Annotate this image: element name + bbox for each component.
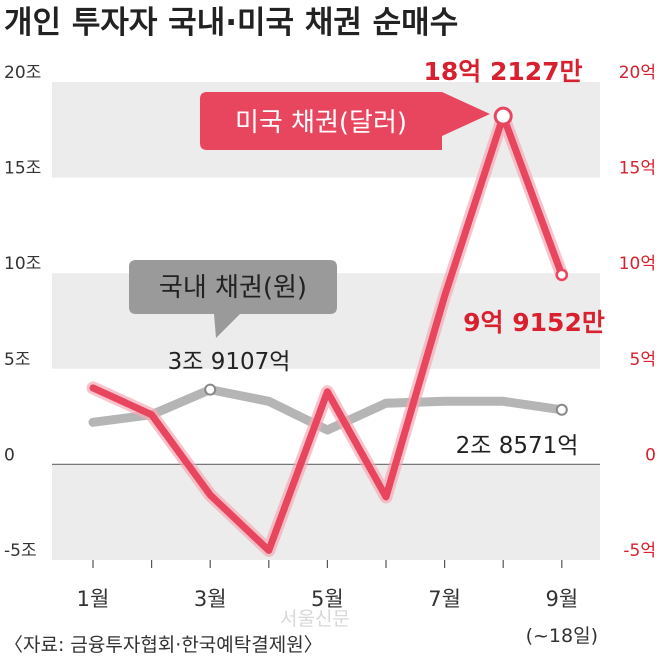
callouts: 18억 2127만 9억 9152만 3조 9107억 2조 8571억 미국 채권(달… xyxy=(129,57,605,459)
x-axis: 1월 3월 5월 7월 9월 (~18일) xyxy=(77,560,598,647)
right-tick-label: 15억 xyxy=(619,159,656,179)
left-tick-label: 20조 xyxy=(4,63,41,83)
point-us-aug xyxy=(493,106,513,126)
x-tick-label: 5월 xyxy=(311,587,344,611)
legend-label-domestic: 국내 채권(원) xyxy=(159,273,307,303)
source-note: 〈자료: 금융투자협회·한국예탁결제원〉 xyxy=(4,634,323,656)
left-axis: 20조 15조 10조 5조 0 -5조 xyxy=(4,63,41,561)
left-tick-label: 0 xyxy=(4,445,15,465)
right-tick-label: 20억 xyxy=(619,63,656,83)
x-tick-note: (~18일) xyxy=(526,625,598,647)
left-tick-label: 5조 xyxy=(4,350,30,370)
right-tick-label: 0 xyxy=(645,445,656,465)
left-tick-label: 15조 xyxy=(4,159,41,179)
left-tick-label: 10조 xyxy=(4,254,41,274)
label-us-aug: 18억 2127만 xyxy=(423,57,582,86)
point-us-sep xyxy=(555,268,569,282)
point-domestic-mar xyxy=(204,383,217,396)
watermark: 서울신문 xyxy=(280,608,350,630)
x-tick-label: 3월 xyxy=(194,587,227,611)
series-layer xyxy=(86,106,569,557)
x-tick-label: 7월 xyxy=(428,587,461,611)
label-domestic-sep: 2조 8571억 xyxy=(456,433,579,459)
series-line-us xyxy=(89,112,566,554)
right-tick-label: 5억 xyxy=(630,350,656,370)
x-tick-label: 9월 xyxy=(545,587,578,611)
label-domestic-mar: 3조 9107억 xyxy=(168,349,291,375)
legend-box-domestic xyxy=(129,260,337,338)
point-domestic-sep xyxy=(555,403,568,416)
x-tick-label: 1월 xyxy=(77,587,110,611)
right-tick-label: -5억 xyxy=(623,541,656,561)
series-line-domestic xyxy=(88,385,567,435)
legend-label-us: 미국 채권(달러) xyxy=(235,108,407,138)
right-axis: 20억 15억 10억 5억 0 -5억 xyxy=(619,63,656,561)
left-tick-label: -5조 xyxy=(4,541,37,561)
label-us-sep: 9억 9152만 xyxy=(463,308,605,337)
grid-band xyxy=(52,464,600,560)
legend-box-us xyxy=(200,92,490,150)
chart-title: 개인 투자자 국내·미국 채권 순매수 xyxy=(4,5,458,41)
right-tick-label: 10억 xyxy=(619,254,656,274)
